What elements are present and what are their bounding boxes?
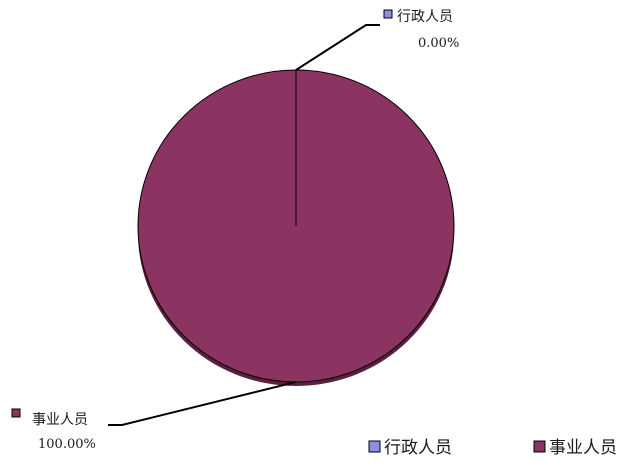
data-label-value-career: 100.00% — [38, 437, 96, 452]
leader-line-career — [108, 381, 297, 426]
legend-swatch-admin — [368, 440, 381, 453]
pie-slices — [137, 69, 455, 383]
legend: 行政人员 事业人员 — [368, 438, 617, 458]
data-label-name-admin: 行政人员 — [397, 9, 453, 25]
data-label-name-career: 事业人员 — [32, 412, 88, 428]
data-label-marker-career — [11, 408, 21, 418]
legend-swatch-career — [533, 440, 546, 453]
legend-label-admin: 行政人员 — [384, 438, 452, 458]
legend-label-career: 事业人员 — [549, 438, 617, 458]
leader-line-admin — [295, 24, 380, 71]
data-label-value-admin: 0.00% — [418, 36, 459, 51]
data-label-marker-admin — [383, 9, 393, 19]
